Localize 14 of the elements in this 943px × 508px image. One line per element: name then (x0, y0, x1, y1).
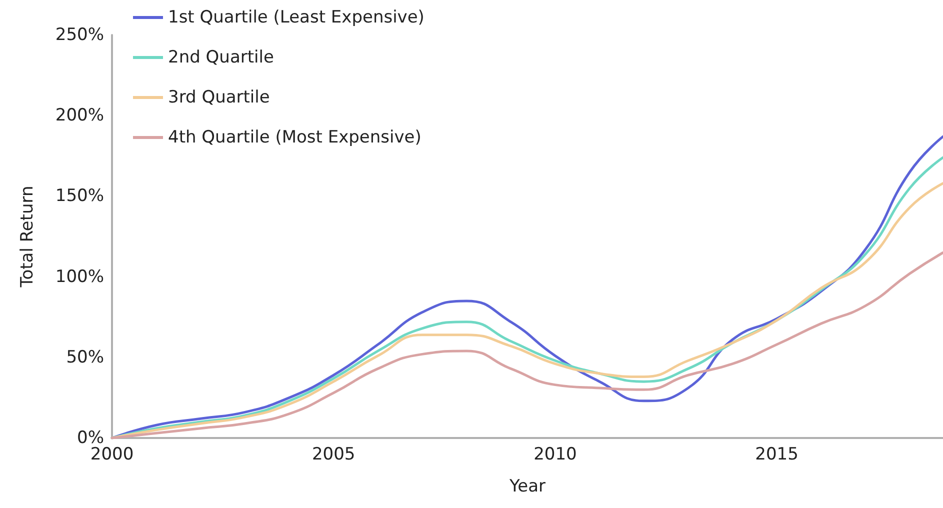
x-tick-label: 2015 (755, 444, 798, 464)
y-tick-label: 100% (55, 266, 104, 287)
y-tick-label: 200% (55, 106, 104, 126)
y-axis-title: Total Return (18, 186, 38, 288)
x-tick-label: 2010 (534, 444, 577, 464)
legend-label: 1st Quartile (Least Expensive) (168, 8, 424, 28)
y-tick-label: 150% (55, 186, 104, 206)
x-tick-label: 2005 (312, 444, 356, 464)
y-tick-label: 250% (55, 25, 104, 45)
legend-label: 2nd Quartile (168, 48, 274, 68)
x-axis-title: Year (508, 476, 546, 496)
y-tick-label: 50% (66, 347, 104, 368)
legend-label: 4th Quartile (Most Expensive) (168, 128, 422, 148)
legend-label: 3rd Quartile (168, 88, 270, 108)
